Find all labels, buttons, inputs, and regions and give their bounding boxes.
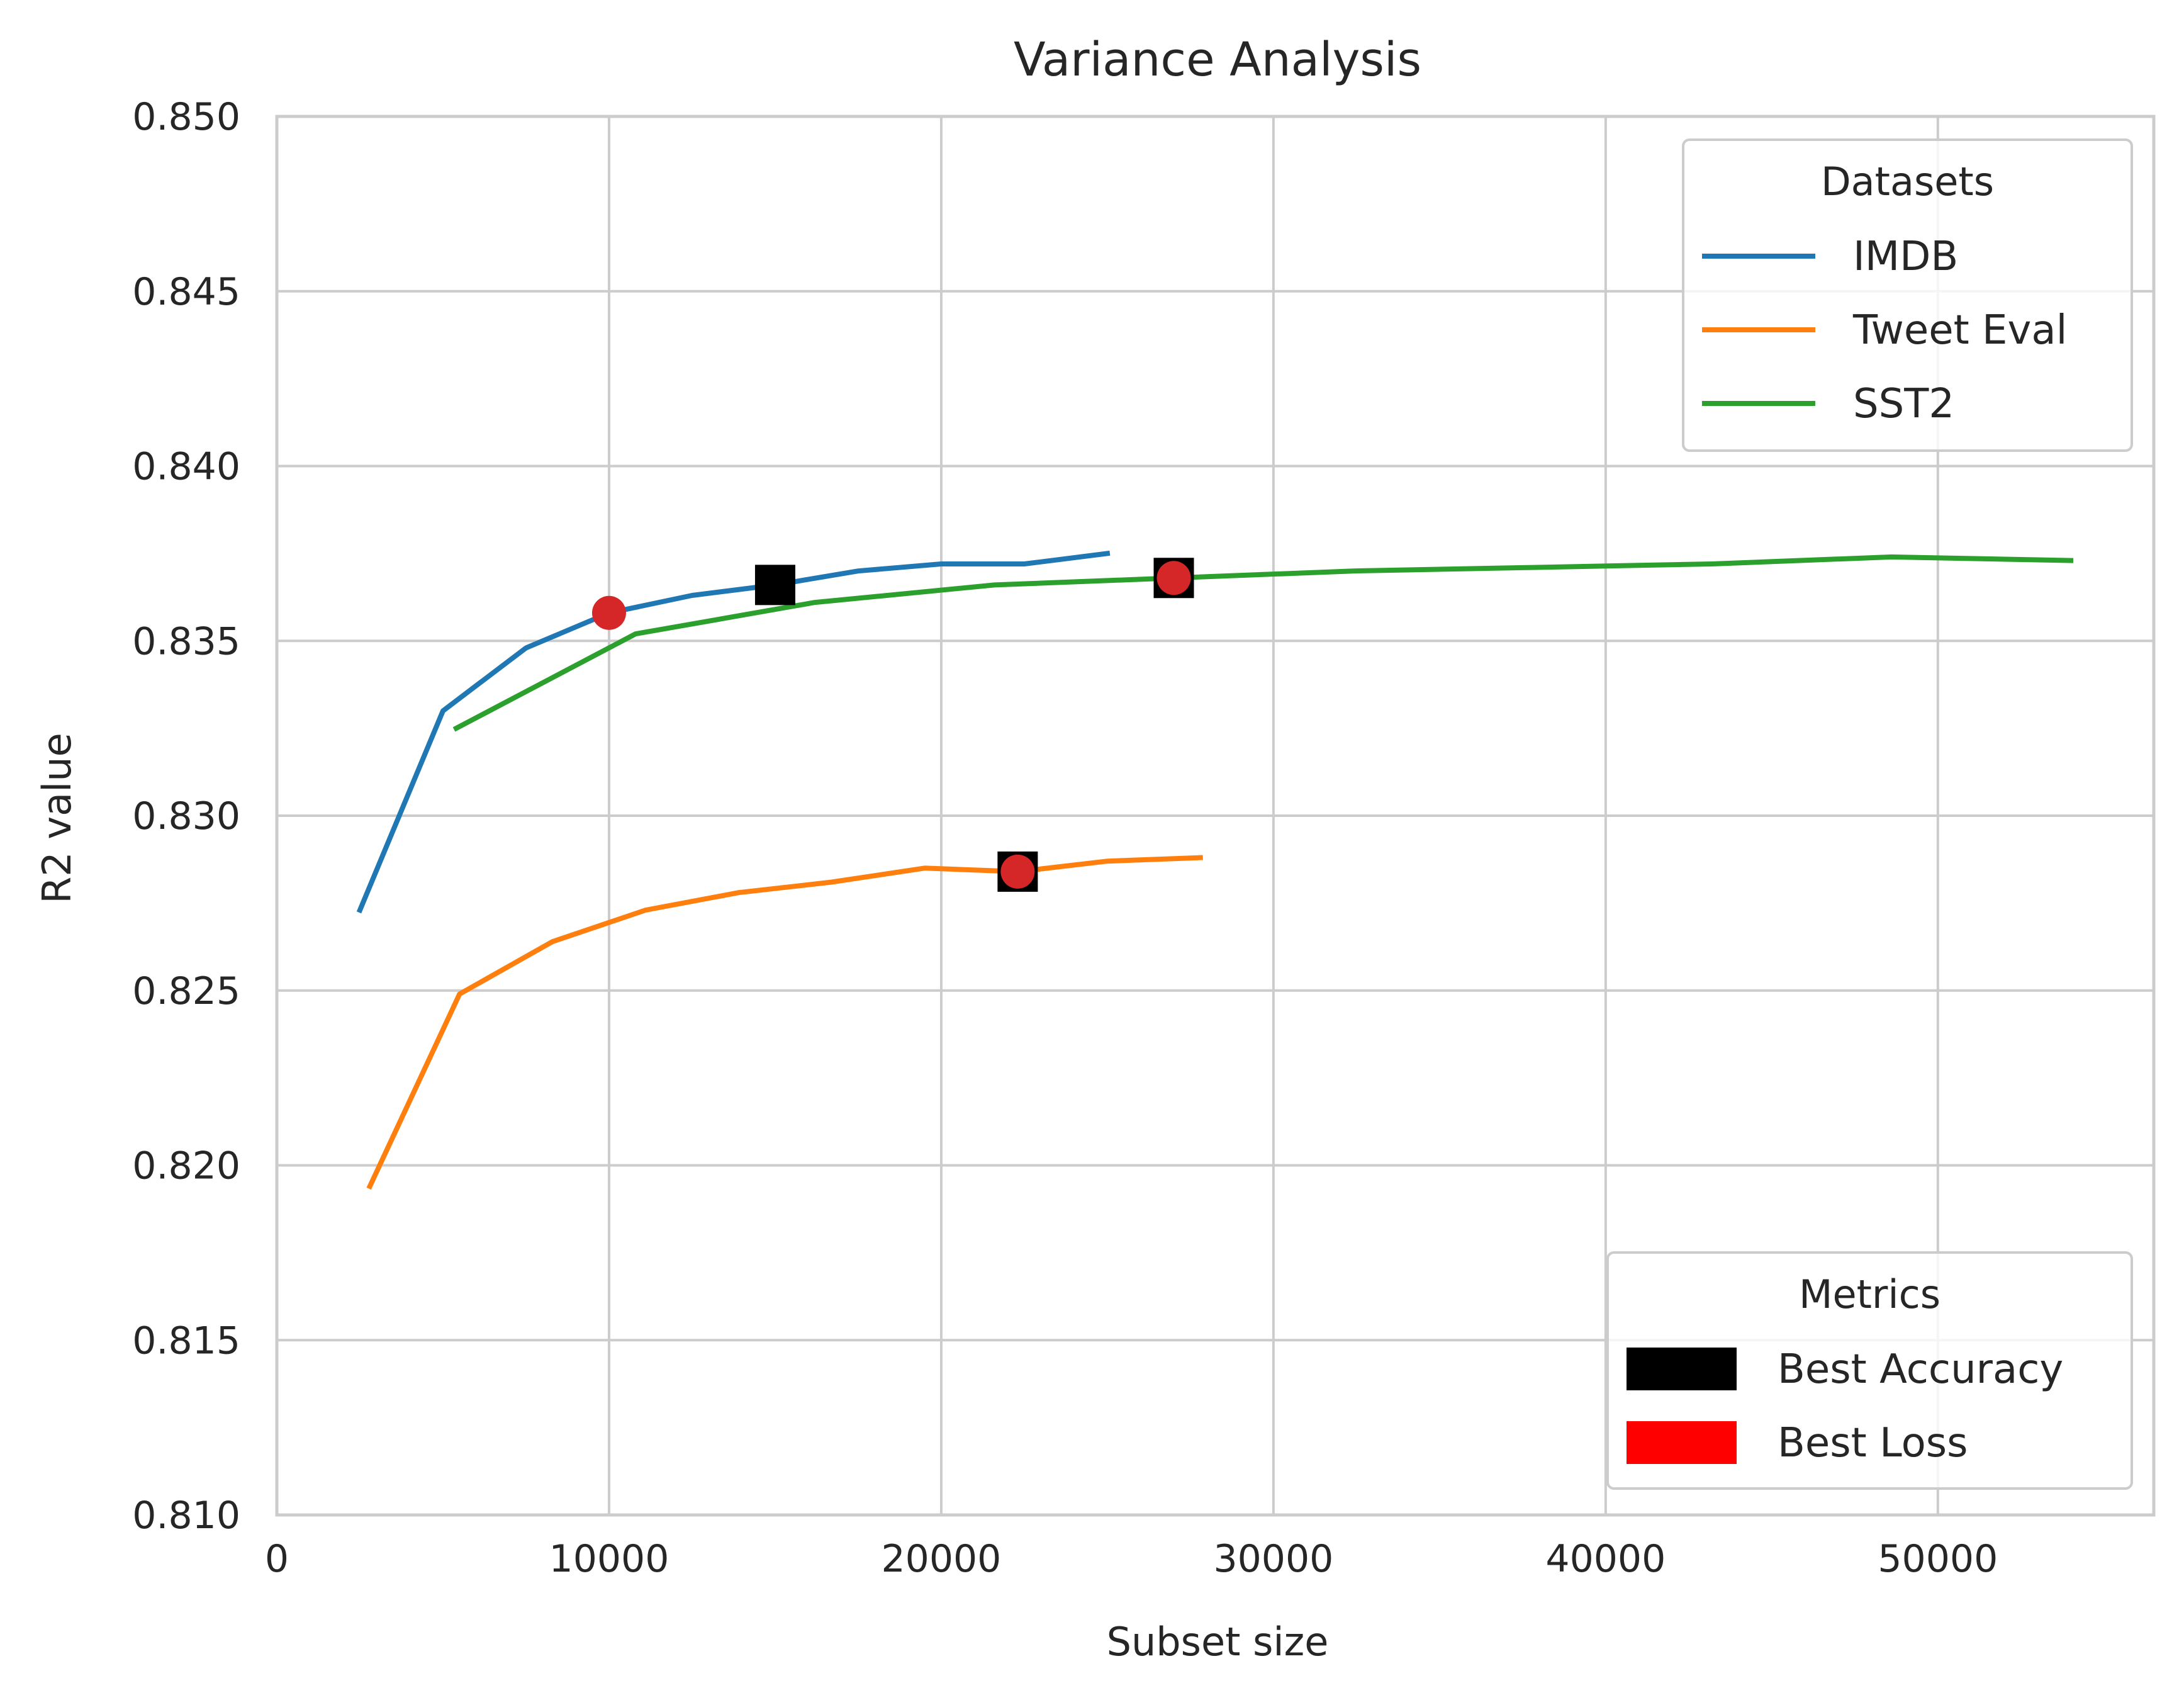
- plot-frame: [275, 115, 2156, 1517]
- x-tick-label: 50000: [1878, 1537, 1998, 1581]
- series-line-sst2: [452, 554, 2074, 732]
- best-loss-marker: [1156, 561, 1191, 595]
- y-tick-label: 0.815: [132, 1319, 240, 1363]
- series-lines: [356, 550, 2074, 1190]
- legend-box: [1606, 1251, 2133, 1490]
- x-tick-label: 40000: [1545, 1537, 1666, 1581]
- legend-datasets: Datasets IMDB Tweet Eval SST2: [1682, 138, 2133, 452]
- legend-title: Datasets: [1821, 159, 1994, 205]
- y-tick-label: 0.850: [132, 95, 240, 139]
- x-tick-label: 20000: [881, 1537, 1001, 1581]
- best-loss-marker: [1000, 854, 1035, 889]
- y-tick-label: 0.825: [132, 969, 240, 1013]
- best-accuracy-marker: [754, 565, 795, 605]
- legend-title: Metrics: [1799, 1271, 1940, 1317]
- y-axis-label: R2 value: [34, 733, 80, 904]
- x-tick-label: 10000: [549, 1537, 669, 1581]
- x-tick-labels: 0 10000 20000 30000 40000 50000: [265, 1537, 1998, 1581]
- legend-patch-swatch: [1627, 1421, 1737, 1464]
- legend-metrics: Metrics Best Accuracy Best Loss: [1606, 1251, 2133, 1490]
- legend-patch-swatch: [1627, 1348, 1737, 1390]
- legend-box: [1682, 138, 2133, 452]
- x-tick-label: 0: [265, 1537, 289, 1581]
- series-line-tweet-eval: [366, 855, 1203, 1190]
- y-tick-label: 0.830: [132, 794, 240, 838]
- legend-entry-label: Tweet Eval: [1852, 307, 2067, 354]
- y-tick-labels: 0.810 0.815 0.820 0.825 0.830 0.835 0.840 0.845…: [132, 95, 240, 1538]
- legend-entry-label: IMDB: [1853, 234, 1958, 280]
- legend-entry-label: Best Accuracy: [1778, 1346, 2063, 1393]
- best-loss-marker: [591, 595, 626, 630]
- y-tick-label: 0.810: [132, 1494, 240, 1538]
- legend-entry-label: SST2: [1853, 381, 1954, 427]
- series-line-imdb: [356, 550, 1111, 914]
- chart-title: Variance Analysis: [1014, 33, 1421, 87]
- y-tick-label: 0.835: [132, 619, 240, 663]
- y-tick-label: 0.820: [132, 1144, 240, 1188]
- x-tick-label: 30000: [1213, 1537, 1333, 1581]
- x-axis-label: Subset size: [1107, 1619, 1329, 1665]
- legend-entry-label: Best Loss: [1778, 1420, 1968, 1466]
- y-tick-label: 0.840: [132, 445, 240, 489]
- y-tick-label: 0.845: [132, 270, 240, 314]
- metric-markers: [591, 558, 1194, 892]
